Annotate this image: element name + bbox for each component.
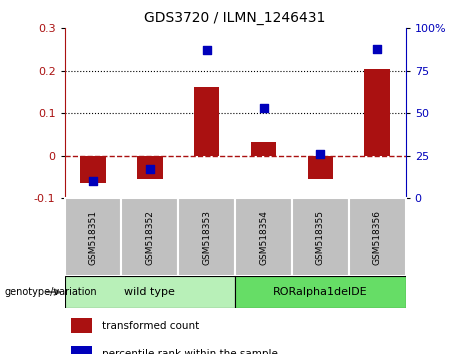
FancyBboxPatch shape (121, 198, 178, 276)
Point (203, 47, 210, 53)
Point (146, 166, 154, 172)
Bar (137, 156, 163, 179)
Bar (235, 276, 406, 308)
Title: GDS3720 / ILMN_1246431: GDS3720 / ILMN_1246431 (144, 11, 326, 24)
Bar (71, 318, 92, 333)
Point (260, 105, 267, 111)
Bar (194, 86, 219, 156)
Text: GSM518351: GSM518351 (89, 210, 97, 265)
Text: percentile rank within the sample: percentile rank within the sample (102, 349, 278, 354)
Bar (365, 69, 390, 156)
FancyBboxPatch shape (235, 198, 292, 276)
Bar (71, 346, 92, 354)
FancyBboxPatch shape (178, 198, 235, 276)
Text: GSM518354: GSM518354 (259, 210, 268, 265)
Bar (80, 156, 106, 183)
FancyBboxPatch shape (292, 198, 349, 276)
FancyBboxPatch shape (349, 198, 406, 276)
Text: GSM518355: GSM518355 (316, 210, 325, 265)
Bar (251, 142, 276, 156)
Text: GSM518352: GSM518352 (145, 210, 154, 265)
Bar (307, 156, 333, 179)
Point (89, 178, 97, 184)
Point (373, 46, 381, 52)
Text: RORalpha1delDE: RORalpha1delDE (273, 287, 368, 297)
Text: transformed count: transformed count (102, 321, 199, 331)
Bar (65, 276, 235, 308)
Text: GSM518353: GSM518353 (202, 210, 211, 265)
Text: genotype/variation: genotype/variation (5, 287, 97, 297)
Text: wild type: wild type (124, 287, 175, 297)
Text: GSM518356: GSM518356 (373, 210, 382, 265)
FancyBboxPatch shape (65, 198, 121, 276)
Point (317, 151, 324, 157)
